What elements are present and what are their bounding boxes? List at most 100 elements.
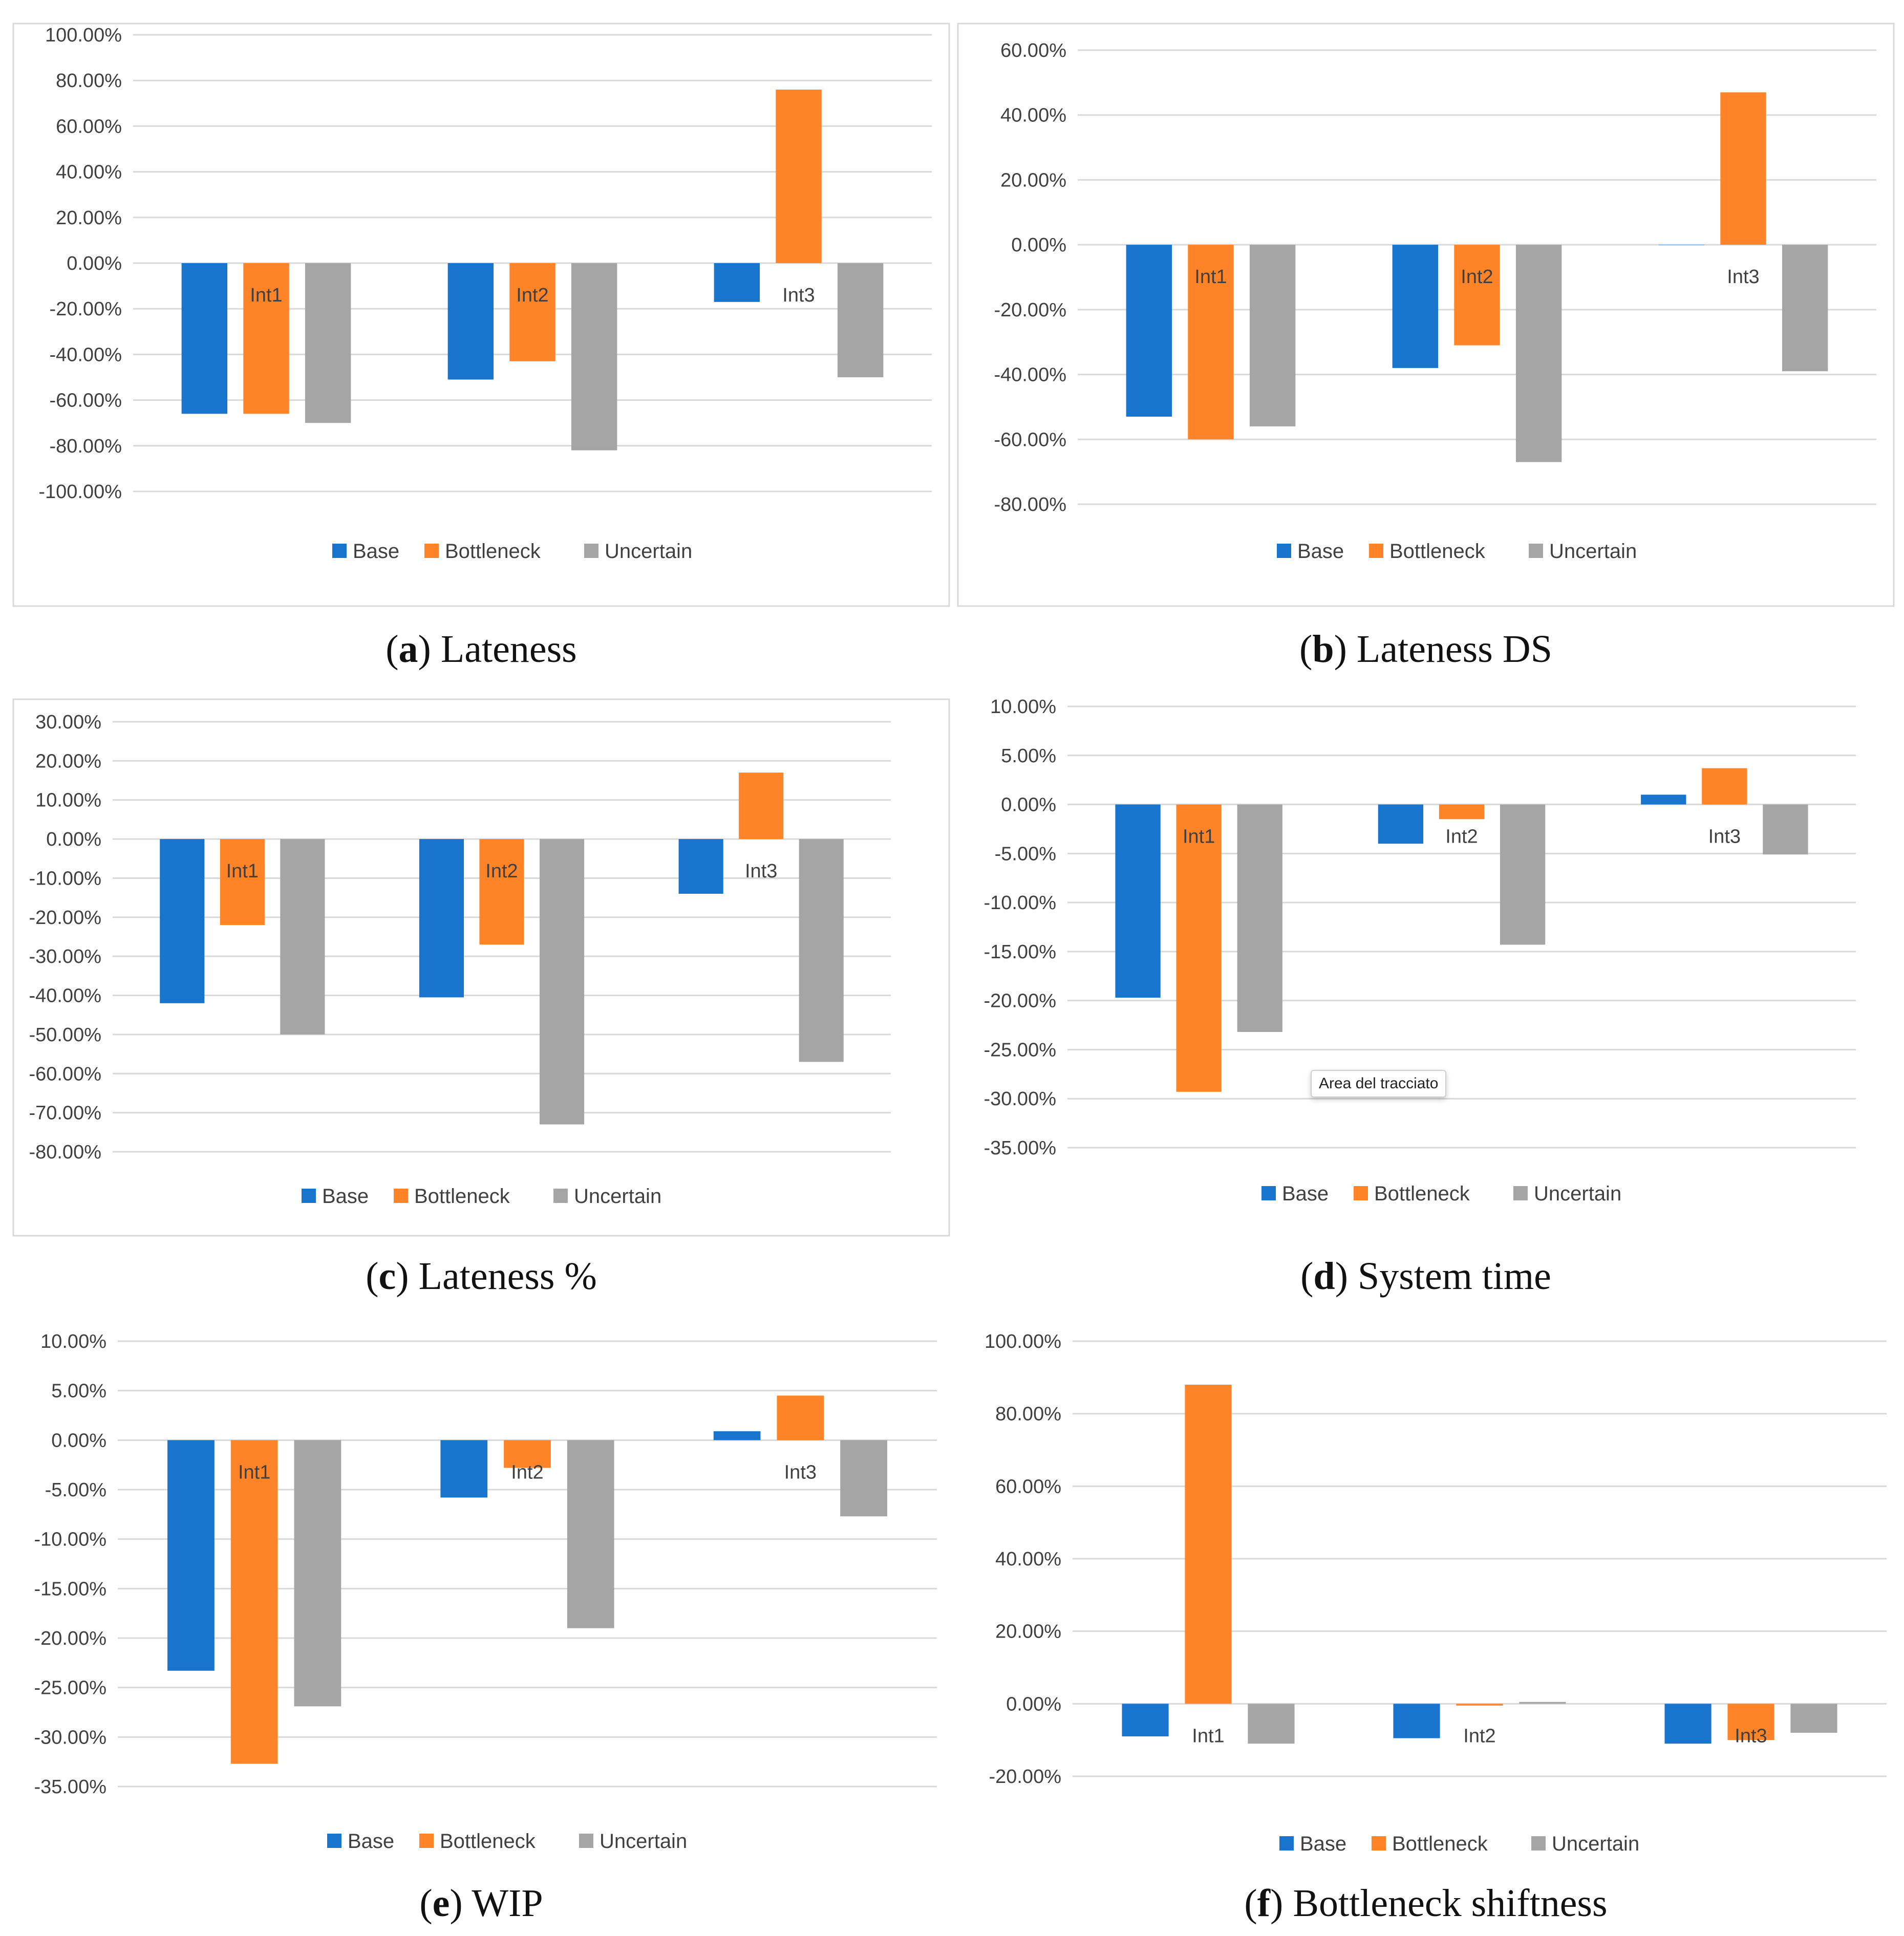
chart-f-legend-label: Uncertain (1552, 1833, 1639, 1855)
chart-e-tick-label: -15.00% (34, 1578, 106, 1600)
chart-c-svg: -80.00% -70.00% -60.00% -50.00% -40.00% -30.0… (12, 698, 950, 1237)
chart-a-tick-label: 40.00% (56, 162, 122, 183)
chart-b-legend-label: Uncertain (1549, 540, 1637, 563)
chart-f-category-label: Int1 (1192, 1725, 1224, 1747)
chart-panel-e: -35.00% -30.00% -25.00% -20.00% -15.00% -10.0… (10, 1321, 952, 1874)
chart-d-bar-uncertain-int1 (1237, 804, 1282, 1032)
chart-f-bar-uncertain-int1 (1248, 1704, 1295, 1744)
chart-e-legend-swatch-base (327, 1834, 341, 1848)
chart-d-legend-swatch-base (1261, 1186, 1276, 1200)
chart-c-category-label: Int3 (745, 861, 777, 882)
chart-b-tick-label: -80.00% (994, 494, 1066, 515)
chart-f-legend-label: Base (1300, 1833, 1346, 1855)
chart-b-svg: -80.00% -60.00% -40.00% -20.00% 0.00% 20.00% 4… (957, 23, 1895, 607)
chart-a-tick-label: -80.00% (49, 436, 122, 457)
chart-b-tick-label: 20.00% (1000, 169, 1066, 191)
chart-a-bar-base-int2 (447, 263, 494, 380)
chart-b-legend-swatch-uncertain (1529, 544, 1543, 558)
chart-b-category-label: Int1 (1194, 266, 1227, 288)
chart-d-svg: -35.00% -30.00% -25.00% -20.00% -15.00% -10.0… (983, 696, 1856, 1205)
chart-d-tick-label: -15.00% (983, 941, 1056, 963)
chart-d-legend-label: Uncertain (1534, 1182, 1621, 1205)
chart-a-tick-label: 20.00% (56, 207, 122, 229)
chart-d-category-label: Int3 (1708, 826, 1741, 848)
chart-e-category-label: Int2 (511, 1461, 543, 1483)
chart-b-bar-uncertain-int3 (1782, 245, 1828, 372)
chart-a-tick-label: -100.00% (38, 481, 122, 503)
chart-e-svg: -35.00% -30.00% -25.00% -20.00% -15.00% -10.0… (34, 1331, 937, 1853)
chart-e-bar-bottleneck-int2 (504, 1440, 551, 1468)
chart-d-bar-uncertain-int3 (1763, 804, 1808, 855)
chart-a-tick-label: -40.00% (49, 344, 122, 365)
chart-e-tick-label: 10.00% (40, 1331, 106, 1352)
chart-d-tick-label: -20.00% (983, 991, 1056, 1012)
chart-f-bar-base-int1 (1122, 1704, 1169, 1737)
chart-c-bar-base-int2 (419, 839, 464, 998)
chart-a-legend-swatch-base (332, 544, 347, 558)
chart-a-tick-label: -20.00% (49, 298, 122, 320)
chart-d-category-label: Int2 (1445, 826, 1478, 848)
chart-a-category-label: Int1 (250, 285, 282, 306)
plot-area-tooltip: Area del tracciato (1311, 1070, 1447, 1098)
chart-a-tick-label: 60.00% (56, 116, 122, 137)
chart-panel-b: -80.00% -60.00% -40.00% -20.00% 0.00% 20.00% 4… (955, 20, 1897, 609)
chart-c-tick-label: -20.00% (29, 907, 101, 929)
chart-e-bar-base-int2 (440, 1440, 488, 1498)
chart-d-tick-label: -35.00% (983, 1137, 1056, 1159)
chart-f-bar-bottleneck-int2 (1456, 1704, 1503, 1706)
chart-c-legend-label: Uncertain (574, 1185, 661, 1208)
chart-a-legend-label: Base (353, 540, 399, 563)
chart-b-tick-label: -60.00% (994, 429, 1066, 450)
chart-a-svg: -100.00% -80.00% -60.00% -40.00% -20.00% 0.00… (12, 23, 950, 607)
chart-c-category-label: Int1 (226, 861, 259, 882)
chart-a-frame (12, 23, 950, 607)
chart-e-legend-label: Bottleneck (440, 1830, 536, 1853)
chart-c-tick-label: -10.00% (29, 868, 101, 889)
chart-d-legend-label: Bottleneck (1374, 1182, 1470, 1205)
chart-d-tick-label: 5.00% (1001, 745, 1056, 767)
chart-c-tick-label: -40.00% (29, 985, 101, 1007)
chart-d-tick-label: 10.00% (990, 696, 1056, 718)
chart-c-legend-swatch-uncertain (553, 1189, 568, 1203)
chart-f-bar-uncertain-int2 (1519, 1702, 1566, 1704)
chart-e-tick-label: 5.00% (51, 1381, 106, 1402)
chart-e-tick-label: -25.00% (34, 1677, 106, 1699)
chart-b-tick-label: 40.00% (1000, 105, 1066, 126)
chart-e-legend-label: Uncertain (600, 1830, 687, 1853)
chart-d-bar-base-int3 (1641, 794, 1686, 805)
chart-b-bar-uncertain-int2 (1515, 245, 1562, 462)
chart-a-legend-swatch-uncertain (584, 544, 598, 558)
caption-a: (a) Lateness (386, 628, 577, 671)
chart-c-legend-label: Bottleneck (414, 1185, 510, 1208)
chart-f-tick-label: 80.00% (995, 1404, 1061, 1425)
chart-a-bar-uncertain-int3 (837, 263, 884, 377)
chart-a-category-label: Int3 (782, 285, 815, 306)
chart-e-tick-label: -5.00% (45, 1479, 106, 1501)
chart-a-tick-label: 0.00% (67, 253, 122, 274)
chart-panel-d: -35.00% -30.00% -25.00% -20.00% -15.00% -10.0… (955, 696, 1897, 1239)
chart-d-bar-base-int2 (1378, 804, 1424, 844)
chart-b-bar-base-int2 (1392, 245, 1439, 368)
chart-e-legend-swatch-uncertain (579, 1834, 593, 1848)
chart-c-frame (12, 698, 950, 1237)
caption-b: (b) Lateness DS (1299, 628, 1552, 671)
chart-b-bar-bottleneck-int1 (1188, 245, 1234, 440)
chart-a-tick-label: -60.00% (49, 390, 122, 412)
chart-c-tick-label: -80.00% (29, 1142, 101, 1163)
chart-f-tick-label: -20.00% (989, 1766, 1061, 1788)
chart-f-legend-swatch-bottleneck (1372, 1836, 1386, 1851)
chart-c-tick-label: 20.00% (35, 750, 101, 772)
chart-e-bar-bottleneck-int1 (230, 1440, 278, 1764)
chart-e-bar-base-int1 (167, 1440, 215, 1671)
caption-c: (c) Lateness % (366, 1255, 597, 1298)
chart-a-tick-label: 80.00% (56, 70, 122, 92)
chart-b-tick-label: 60.00% (1000, 40, 1066, 61)
chart-c-bar-uncertain-int3 (799, 839, 844, 1062)
chart-e-tick-label: -35.00% (34, 1776, 106, 1798)
chart-f-bar-base-int3 (1664, 1704, 1712, 1744)
chart-e-bar-uncertain-int3 (840, 1440, 887, 1517)
chart-a-category-label: Int2 (516, 285, 548, 306)
caption-f: (f) Bottleneck shiftness (1244, 1882, 1608, 1925)
chart-a-bar-bottleneck-int1 (243, 263, 289, 414)
chart-c-tick-label: -60.00% (29, 1063, 101, 1085)
